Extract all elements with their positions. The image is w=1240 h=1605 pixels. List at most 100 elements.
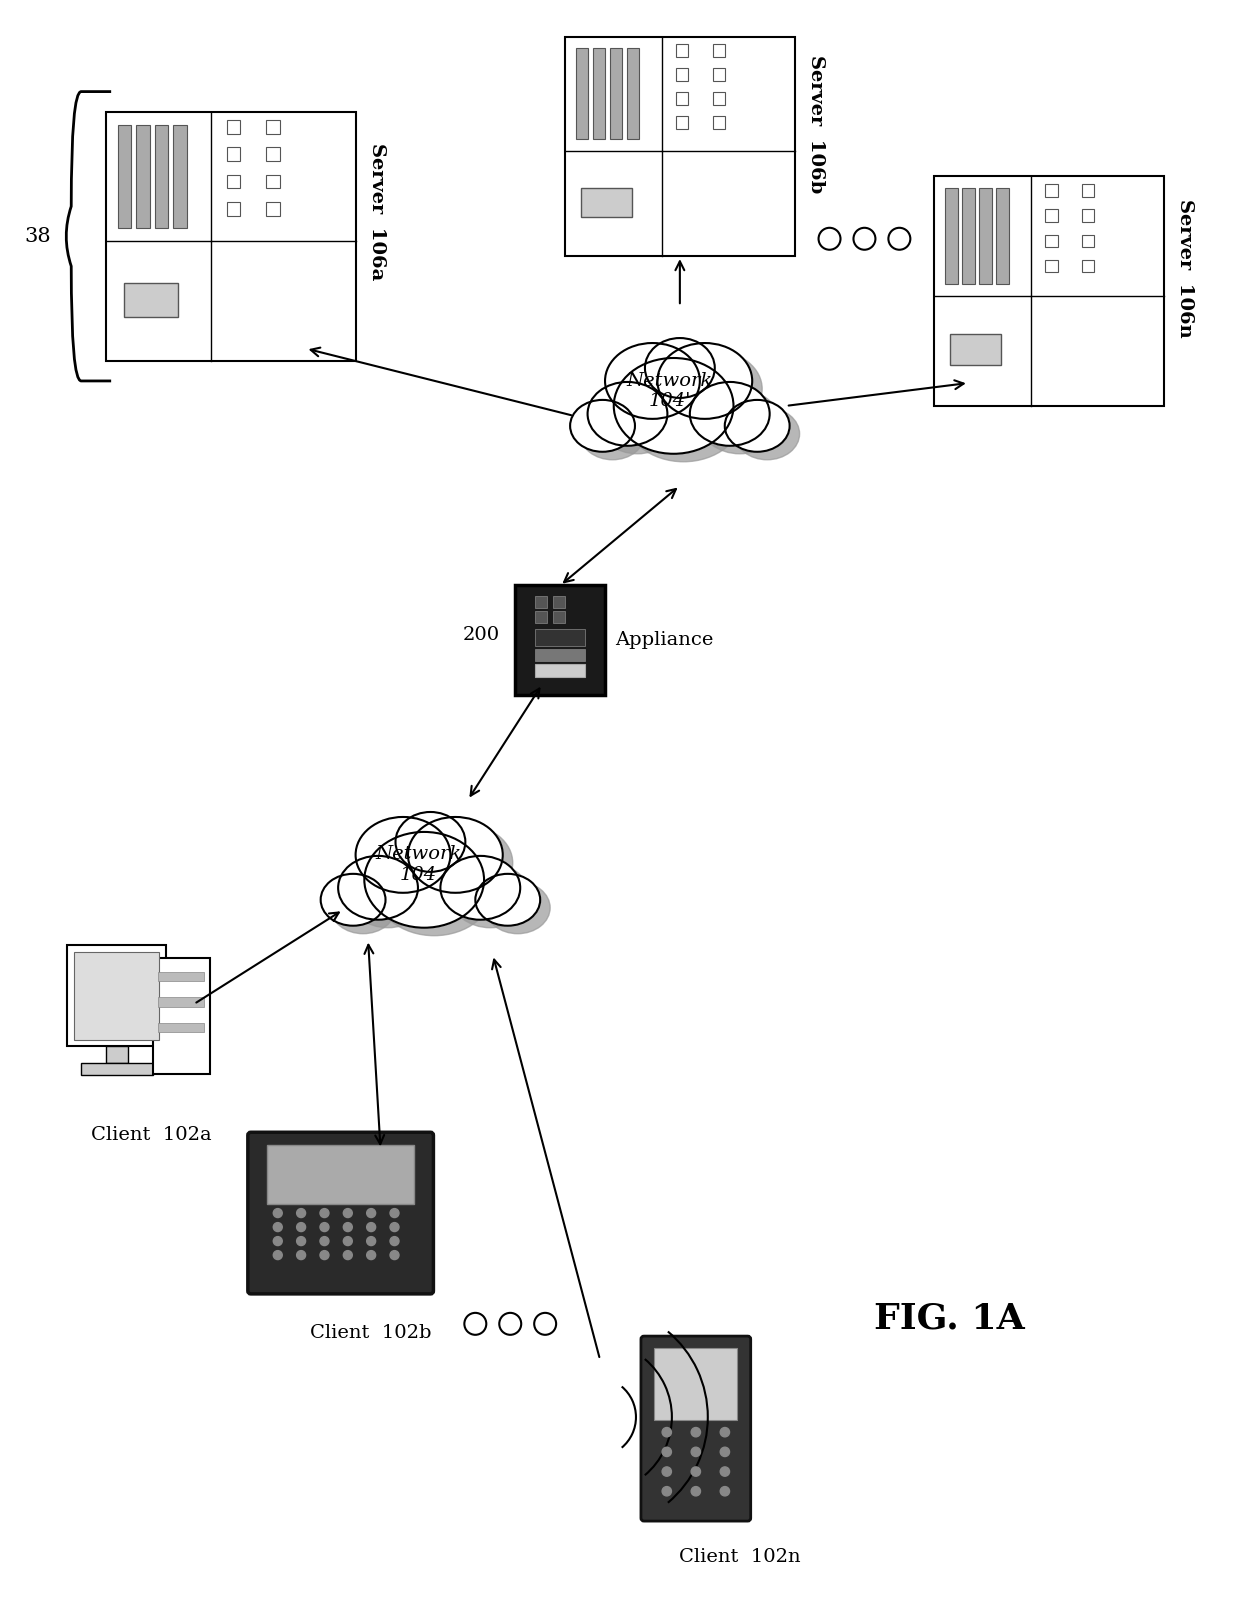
Circle shape [391,1209,399,1218]
Bar [534,664,585,677]
Ellipse shape [396,812,465,872]
Bar [74,952,159,1040]
Bar [676,116,688,128]
Bar [1045,210,1058,221]
Ellipse shape [331,881,396,934]
Text: 200: 200 [464,626,500,644]
Ellipse shape [405,820,475,880]
Circle shape [343,1223,352,1231]
Bar [1081,260,1095,273]
Ellipse shape [366,825,460,900]
Bar [934,177,1164,406]
Circle shape [296,1250,305,1260]
Bar [945,188,957,284]
Bar [676,43,688,56]
Circle shape [320,1250,329,1260]
Circle shape [391,1236,399,1245]
Ellipse shape [580,408,645,459]
Ellipse shape [818,228,841,250]
Ellipse shape [624,366,744,462]
Bar [582,188,631,217]
Bar [676,91,688,104]
Bar [996,188,1008,284]
Circle shape [320,1209,329,1218]
Text: FIG. 1A: FIG. 1A [874,1302,1024,1335]
Ellipse shape [356,817,450,892]
Bar [1081,185,1095,197]
Bar [105,1046,128,1064]
FancyBboxPatch shape [641,1335,750,1522]
Bar [159,1022,205,1032]
Text: Network
104': Network 104' [626,371,713,411]
Ellipse shape [657,343,753,419]
Ellipse shape [667,351,763,427]
Bar [227,202,241,215]
Bar [107,112,356,361]
Bar [626,48,640,140]
Text: Server  106a: Server 106a [367,143,386,279]
Text: Server  106n: Server 106n [1176,199,1194,337]
Ellipse shape [888,228,910,250]
Circle shape [691,1486,701,1496]
Ellipse shape [853,228,875,250]
Bar [565,37,795,257]
Bar [962,188,975,284]
Text: Client  102b: Client 102b [310,1324,432,1342]
Bar [610,48,622,140]
Bar [713,91,725,104]
Circle shape [662,1448,671,1456]
FancyBboxPatch shape [248,1132,434,1294]
Circle shape [691,1427,701,1436]
Bar [553,612,564,623]
Ellipse shape [440,855,521,920]
Circle shape [691,1448,701,1456]
Ellipse shape [655,347,724,406]
Ellipse shape [598,390,677,454]
Bar [1081,234,1095,247]
Bar [267,175,280,188]
Bar [67,945,166,1046]
Bar [950,334,1001,364]
Circle shape [367,1250,376,1260]
Bar [124,282,179,316]
Bar [713,116,725,128]
Bar [1045,234,1058,247]
Ellipse shape [645,339,714,398]
Ellipse shape [500,1313,521,1335]
Circle shape [296,1236,305,1245]
Circle shape [720,1427,729,1436]
Bar [978,188,992,284]
Circle shape [662,1486,671,1496]
Circle shape [367,1209,376,1218]
Bar [1045,260,1058,273]
Bar [227,175,241,188]
Ellipse shape [418,825,513,900]
Ellipse shape [348,863,428,928]
Ellipse shape [374,839,494,936]
Circle shape [273,1223,283,1231]
Bar [593,48,605,140]
Text: Network
104: Network 104 [376,846,461,884]
Circle shape [367,1223,376,1231]
Bar [516,586,605,695]
Bar [81,1064,153,1075]
Bar [534,648,585,661]
Text: Client  102n: Client 102n [680,1549,801,1566]
Circle shape [662,1467,671,1477]
Bar [713,67,725,80]
Ellipse shape [450,863,531,928]
Bar [155,125,169,228]
Bar [136,125,150,228]
Bar [1081,210,1095,221]
Bar [227,120,241,133]
Ellipse shape [699,390,780,454]
Circle shape [720,1467,729,1477]
Circle shape [296,1209,305,1218]
Bar [553,595,564,608]
Bar [267,202,280,215]
Ellipse shape [615,351,709,427]
Circle shape [691,1467,701,1477]
Text: Appliance: Appliance [615,631,713,650]
Bar [713,43,725,56]
Circle shape [273,1250,283,1260]
